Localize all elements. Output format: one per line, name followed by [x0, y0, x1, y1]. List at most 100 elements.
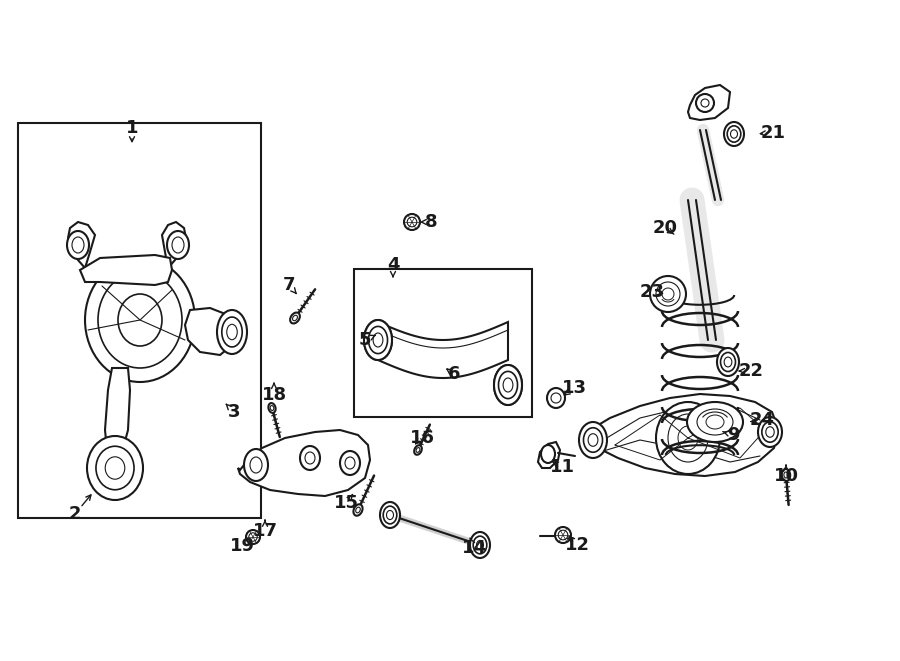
Ellipse shape — [72, 237, 84, 253]
Ellipse shape — [503, 378, 513, 392]
Ellipse shape — [476, 541, 483, 549]
Ellipse shape — [701, 99, 709, 107]
Ellipse shape — [499, 371, 517, 399]
Ellipse shape — [668, 414, 708, 462]
Ellipse shape — [494, 365, 522, 405]
Text: 6: 6 — [448, 365, 460, 383]
Polygon shape — [80, 255, 172, 285]
Ellipse shape — [270, 406, 274, 410]
Ellipse shape — [499, 371, 517, 399]
Ellipse shape — [416, 447, 420, 452]
Text: 9: 9 — [727, 426, 739, 444]
Text: 4: 4 — [387, 256, 400, 274]
Ellipse shape — [494, 365, 522, 405]
Ellipse shape — [662, 288, 674, 300]
Ellipse shape — [782, 469, 790, 481]
Ellipse shape — [761, 422, 778, 442]
Ellipse shape — [414, 446, 422, 455]
Text: 20: 20 — [652, 219, 678, 237]
Ellipse shape — [678, 426, 698, 450]
Ellipse shape — [340, 451, 360, 475]
Bar — [18, 123, 261, 518]
Text: 15: 15 — [334, 494, 358, 512]
Ellipse shape — [558, 530, 568, 540]
Ellipse shape — [364, 320, 392, 360]
Ellipse shape — [721, 352, 735, 371]
Ellipse shape — [368, 327, 388, 354]
Ellipse shape — [386, 510, 393, 520]
Text: 10: 10 — [773, 467, 798, 485]
Ellipse shape — [374, 333, 382, 347]
Text: 16: 16 — [410, 429, 435, 447]
Polygon shape — [185, 308, 235, 355]
Ellipse shape — [551, 393, 561, 403]
Polygon shape — [105, 368, 130, 460]
Ellipse shape — [656, 282, 680, 306]
Ellipse shape — [588, 434, 598, 446]
Ellipse shape — [731, 130, 737, 138]
Ellipse shape — [356, 507, 360, 513]
Text: 21: 21 — [760, 124, 786, 142]
Ellipse shape — [706, 415, 724, 429]
Ellipse shape — [724, 122, 744, 146]
Ellipse shape — [650, 276, 686, 312]
Ellipse shape — [724, 357, 732, 367]
Ellipse shape — [305, 452, 315, 464]
Text: 3: 3 — [228, 403, 240, 421]
Bar — [354, 269, 532, 417]
Text: 23: 23 — [640, 283, 664, 301]
Ellipse shape — [473, 536, 487, 554]
Polygon shape — [162, 222, 186, 268]
Ellipse shape — [244, 449, 268, 481]
Polygon shape — [238, 430, 370, 496]
Ellipse shape — [380, 502, 400, 528]
Ellipse shape — [172, 237, 184, 253]
Ellipse shape — [227, 325, 238, 340]
Ellipse shape — [579, 422, 607, 458]
Text: 5: 5 — [359, 331, 371, 349]
Text: 12: 12 — [564, 536, 590, 554]
Text: 18: 18 — [261, 386, 286, 404]
Ellipse shape — [67, 231, 89, 259]
Text: 8: 8 — [425, 213, 437, 231]
Ellipse shape — [583, 428, 602, 452]
Ellipse shape — [250, 457, 262, 473]
Ellipse shape — [383, 506, 397, 524]
Ellipse shape — [246, 530, 260, 544]
Ellipse shape — [268, 403, 275, 413]
Ellipse shape — [766, 427, 774, 437]
Ellipse shape — [656, 402, 720, 474]
Ellipse shape — [758, 417, 782, 447]
Ellipse shape — [167, 231, 189, 259]
Ellipse shape — [96, 446, 134, 490]
Ellipse shape — [727, 126, 741, 142]
Ellipse shape — [404, 214, 420, 230]
Ellipse shape — [784, 472, 788, 478]
Text: 1: 1 — [126, 119, 139, 137]
Ellipse shape — [98, 272, 182, 368]
Polygon shape — [68, 222, 95, 268]
Ellipse shape — [407, 217, 417, 227]
Ellipse shape — [354, 504, 363, 516]
Ellipse shape — [541, 445, 555, 463]
Text: 2: 2 — [68, 505, 81, 523]
Ellipse shape — [217, 310, 247, 354]
Ellipse shape — [696, 94, 714, 112]
Polygon shape — [585, 394, 778, 476]
Ellipse shape — [292, 315, 297, 321]
Polygon shape — [378, 322, 508, 378]
Text: 22: 22 — [739, 362, 763, 380]
Ellipse shape — [555, 527, 571, 543]
Ellipse shape — [105, 457, 125, 479]
Ellipse shape — [687, 402, 743, 442]
Ellipse shape — [364, 320, 392, 360]
Ellipse shape — [374, 333, 382, 347]
Text: 24: 24 — [750, 411, 775, 429]
Ellipse shape — [300, 446, 320, 470]
Text: 19: 19 — [230, 537, 255, 555]
Ellipse shape — [470, 532, 490, 558]
Ellipse shape — [345, 457, 355, 469]
Polygon shape — [688, 85, 730, 120]
Text: 14: 14 — [462, 539, 487, 557]
Ellipse shape — [697, 409, 733, 435]
